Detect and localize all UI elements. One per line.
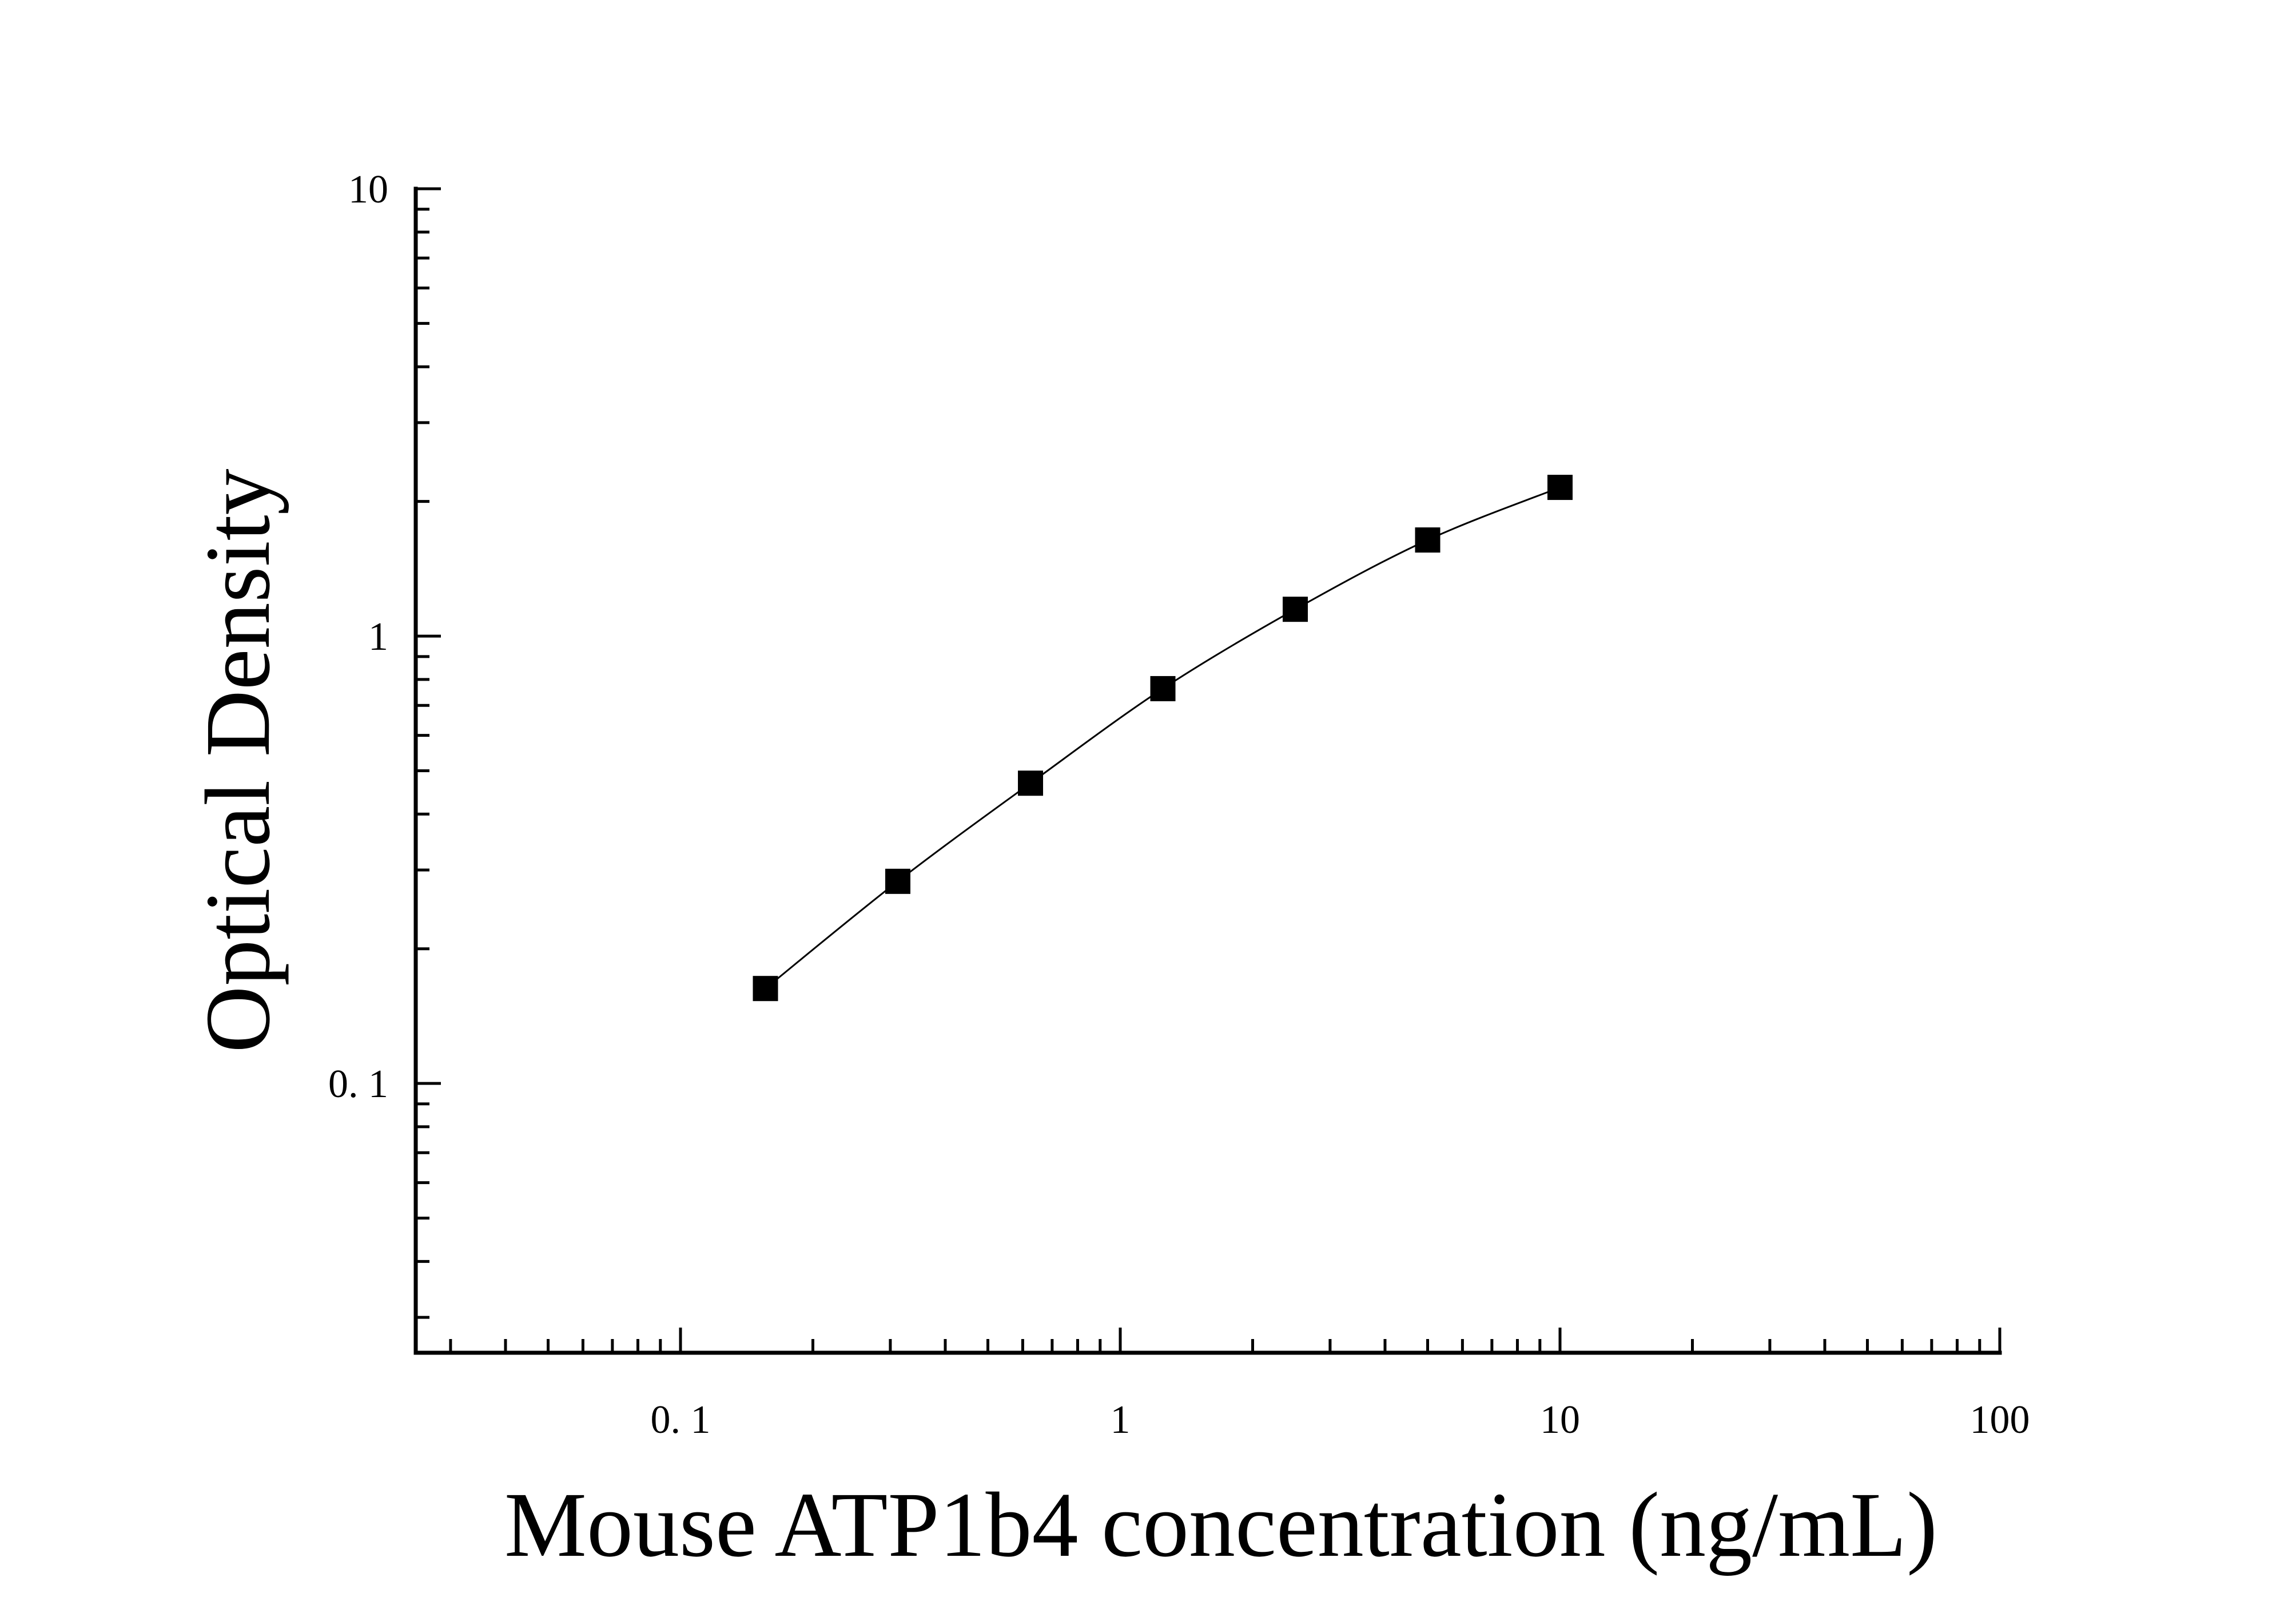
x-tick-label: 1	[1110, 1398, 1130, 1442]
data-points-layer	[753, 475, 1573, 1002]
fit-curve-layer	[765, 486, 1561, 990]
y-tick-label: 10	[348, 168, 388, 212]
x-axis-title: Mouse ATP1b4 concentration (ng/mL)	[504, 1474, 1937, 1576]
fit-curve	[765, 486, 1561, 990]
data-point	[1018, 770, 1044, 796]
x-tick-label: 100	[1970, 1398, 2030, 1442]
data-point	[1415, 527, 1441, 553]
data-point	[1283, 597, 1308, 622]
y-axis-title: Optical Density	[187, 468, 289, 1052]
x-tick-label: 0. 1	[650, 1398, 710, 1442]
data-point	[1150, 676, 1176, 701]
data-point	[885, 868, 910, 894]
data-point	[753, 976, 778, 1002]
axes: 0. 1 1 10 100 0. 1 1 10	[328, 168, 2030, 1442]
x-tick-label: 10	[1540, 1398, 1580, 1442]
y-tick-label: 1	[368, 615, 388, 659]
data-point	[1547, 475, 1573, 500]
y-tick-label: 0. 1	[328, 1062, 388, 1106]
